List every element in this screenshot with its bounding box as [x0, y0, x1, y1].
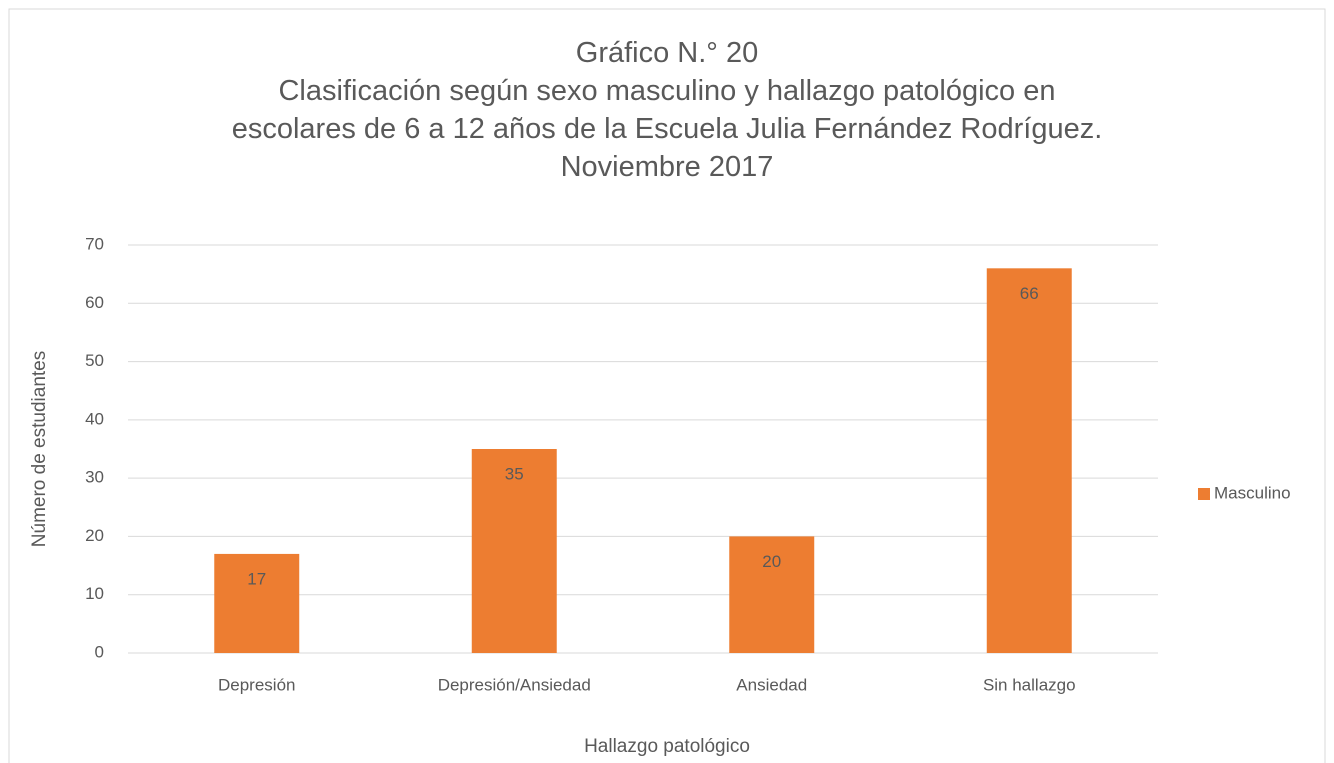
bar	[986, 268, 1072, 653]
y-tick-label: 10	[85, 584, 104, 603]
x-axis-label: Hallazgo patológico	[584, 736, 750, 757]
y-tick-label: 0	[95, 642, 104, 661]
titles: Gráfico N.° 20 Clasificación según sexo …	[217, 34, 1117, 186]
chart-border	[8, 8, 1326, 763]
legend-swatch	[1198, 488, 1210, 500]
data-label: 17	[247, 569, 266, 588]
data-label: 20	[762, 552, 781, 571]
x-tick-label: Ansiedad	[736, 675, 807, 694]
y-axis-label: Número de estudiantes	[29, 351, 50, 547]
data-label: 66	[1020, 284, 1039, 303]
data-label: 35	[505, 464, 524, 483]
chart-subtitle: Clasificación según sexo masculino y hal…	[231, 75, 1103, 183]
x-tick-label: Sin hallazgo	[983, 675, 1076, 694]
y-tick-label: 40	[85, 409, 104, 428]
x-tick-label: Depresión	[218, 675, 296, 694]
bar	[214, 553, 300, 653]
y-tick-label: 20	[85, 526, 104, 545]
legend-label: Masculino	[1214, 483, 1291, 502]
y-tick-label: 60	[85, 293, 104, 312]
y-tick-label: 50	[85, 351, 104, 370]
y-tick-label: 30	[85, 468, 104, 487]
chart-title: Gráfico N.° 20	[575, 37, 759, 69]
y-tick-label: 70	[85, 234, 104, 253]
x-tick-label: Depresión/Ansiedad	[438, 675, 591, 694]
bar	[729, 536, 815, 653]
bar	[471, 449, 557, 653]
